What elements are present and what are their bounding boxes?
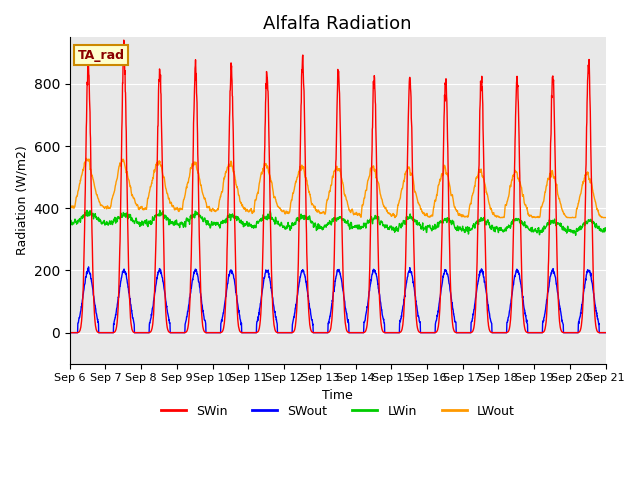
Text: TA_rad: TA_rad — [77, 48, 125, 61]
LWin — [570, 229, 577, 235]
LWin — [572, 232, 579, 238]
Line: SWin: SWin — [70, 40, 605, 333]
SWout — [493, 330, 501, 336]
LWout — [216, 198, 223, 204]
LWin — [353, 222, 361, 228]
LWin — [602, 228, 609, 233]
LWout — [564, 215, 572, 220]
SWin — [216, 330, 223, 336]
LWin — [66, 220, 74, 226]
SWout — [555, 296, 563, 302]
Y-axis label: Radiation (W/m2): Radiation (W/m2) — [15, 145, 28, 255]
LWin — [156, 207, 164, 213]
LWin — [216, 222, 223, 228]
SWin — [555, 302, 563, 308]
LWin — [365, 220, 372, 226]
LWout — [602, 215, 609, 220]
LWout — [83, 156, 90, 161]
LWout — [570, 215, 577, 220]
SWout — [84, 264, 92, 270]
LWout — [353, 212, 361, 217]
Title: Alfalfa Radiation: Alfalfa Radiation — [264, 15, 412, 33]
SWin — [365, 295, 372, 301]
SWin — [66, 330, 74, 336]
SWout — [602, 330, 609, 336]
LWout — [365, 175, 372, 180]
SWin — [120, 37, 127, 43]
LWout — [493, 213, 501, 219]
SWin — [602, 330, 609, 336]
SWout — [570, 330, 577, 336]
LWin — [493, 226, 501, 232]
SWin — [570, 330, 577, 336]
Line: LWin: LWin — [70, 210, 605, 235]
Line: SWout: SWout — [70, 267, 605, 333]
SWout — [353, 330, 361, 336]
X-axis label: Time: Time — [323, 389, 353, 402]
LWin — [555, 221, 563, 227]
SWin — [493, 330, 501, 336]
SWout — [66, 330, 74, 336]
Line: LWout: LWout — [70, 158, 605, 217]
LWout — [66, 202, 74, 208]
SWin — [353, 330, 361, 336]
SWout — [365, 292, 372, 298]
SWout — [216, 330, 223, 336]
Legend: SWin, SWout, LWin, LWout: SWin, SWout, LWin, LWout — [156, 400, 520, 423]
LWout — [555, 194, 563, 200]
